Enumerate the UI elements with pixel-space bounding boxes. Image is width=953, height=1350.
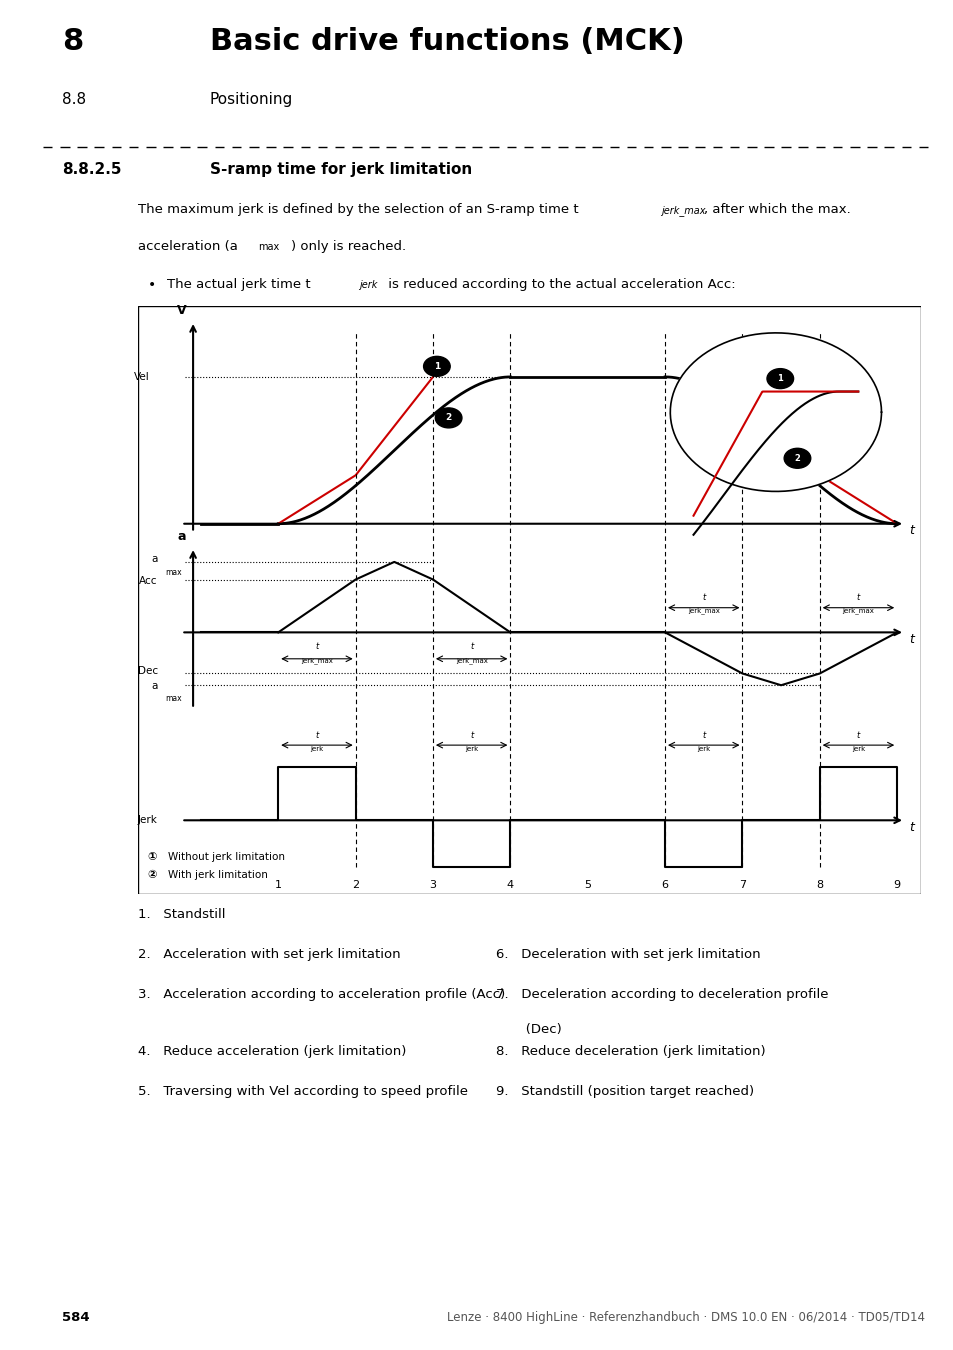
Circle shape [423, 356, 450, 377]
Text: t: t [908, 633, 913, 645]
Text: V: V [176, 304, 186, 317]
Text: 8.   Reduce deceleration (jerk limitation): 8. Reduce deceleration (jerk limitation) [496, 1045, 765, 1057]
Text: 1.   Standstill: 1. Standstill [138, 907, 226, 921]
Text: ①: ① [148, 852, 157, 863]
Text: Basic drive functions (MCK): Basic drive functions (MCK) [210, 27, 684, 55]
Text: a: a [152, 554, 158, 564]
Text: 9.   Standstill (position target reached): 9. Standstill (position target reached) [496, 1085, 754, 1098]
Text: jerk_max: jerk_max [660, 205, 705, 216]
Text: 6.   Deceleration with set jerk limitation: 6. Deceleration with set jerk limitation [496, 948, 760, 961]
Text: •: • [148, 278, 156, 292]
Text: t: t [470, 732, 473, 740]
Text: jerk: jerk [358, 281, 376, 290]
Text: jerk_max: jerk_max [301, 657, 333, 664]
Text: a: a [177, 531, 186, 543]
Text: 8.8.2.5: 8.8.2.5 [62, 162, 121, 177]
Text: t: t [701, 593, 704, 602]
Text: 9: 9 [893, 880, 900, 890]
Text: The maximum jerk is defined by the selection of an S-ramp time t: The maximum jerk is defined by the selec… [138, 202, 578, 216]
Text: The actual jerk time t: The actual jerk time t [167, 278, 311, 290]
Text: 7: 7 [738, 880, 745, 890]
Text: jerk: jerk [697, 747, 710, 752]
Circle shape [435, 408, 461, 428]
Text: t: t [470, 643, 473, 651]
Text: 4: 4 [506, 880, 514, 890]
Text: max: max [165, 568, 181, 576]
Text: 7.   Deceleration according to deceleration profile: 7. Deceleration according to deceleratio… [496, 988, 828, 1000]
Text: Vel: Vel [134, 371, 150, 382]
Text: jerk_max: jerk_max [841, 608, 874, 614]
Text: Acc: Acc [139, 576, 158, 586]
Circle shape [670, 333, 881, 491]
Text: , after which the max.: , after which the max. [703, 202, 850, 216]
Text: 6: 6 [660, 880, 668, 890]
Text: 5.   Traversing with Vel according to speed profile: 5. Traversing with Vel according to spee… [138, 1085, 468, 1098]
Text: 8: 8 [62, 27, 83, 55]
Text: t: t [856, 732, 860, 740]
Text: 8.8: 8.8 [62, 92, 86, 107]
Text: (Dec): (Dec) [496, 1023, 561, 1037]
Text: ②: ② [148, 869, 157, 880]
Text: Without jerk limitation: Without jerk limitation [168, 852, 285, 863]
Text: 4.   Reduce acceleration (jerk limitation): 4. Reduce acceleration (jerk limitation) [138, 1045, 406, 1057]
Text: jerk_max: jerk_max [456, 657, 487, 664]
Text: jerk: jerk [310, 747, 323, 752]
Text: With jerk limitation: With jerk limitation [168, 869, 268, 880]
Text: 1: 1 [434, 362, 439, 371]
Text: t: t [315, 643, 318, 651]
Circle shape [766, 369, 793, 389]
Text: is reduced according to the actual acceleration Acc:: is reduced according to the actual accel… [384, 278, 736, 290]
Circle shape [783, 448, 810, 468]
Text: t: t [856, 593, 860, 602]
Text: 1: 1 [274, 880, 281, 890]
Text: a: a [152, 682, 158, 691]
Text: t: t [908, 821, 913, 834]
Text: 584: 584 [62, 1311, 90, 1324]
Text: S-ramp time for jerk limitation: S-ramp time for jerk limitation [210, 162, 472, 177]
Text: t: t [315, 732, 318, 740]
Text: t: t [701, 732, 704, 740]
Text: t: t [908, 524, 913, 537]
Text: ) only is reached.: ) only is reached. [291, 240, 406, 254]
Text: 1: 1 [777, 374, 782, 383]
Text: jerk: jerk [464, 747, 477, 752]
Text: Dec: Dec [137, 666, 158, 675]
Text: Positioning: Positioning [210, 92, 293, 107]
Text: Jerk: Jerk [138, 815, 158, 825]
Text: 8: 8 [816, 880, 822, 890]
Text: 3: 3 [429, 880, 436, 890]
Text: 2: 2 [794, 454, 800, 463]
Text: 5: 5 [583, 880, 591, 890]
Text: 3.   Acceleration according to acceleration profile (Acc): 3. Acceleration according to acceleratio… [138, 988, 505, 1000]
Text: 2: 2 [445, 413, 452, 423]
Text: acceleration (a: acceleration (a [138, 240, 238, 254]
Text: 2.   Acceleration with set jerk limitation: 2. Acceleration with set jerk limitation [138, 948, 400, 961]
Text: jerk_max: jerk_max [687, 608, 719, 614]
Text: jerk: jerk [851, 747, 864, 752]
Text: max: max [258, 243, 279, 252]
Text: max: max [165, 694, 181, 703]
Text: 2: 2 [352, 880, 359, 890]
Text: Lenze · 8400 HighLine · Referenzhandbuch · DMS 10.0 EN · 06/2014 · TD05/TD14: Lenze · 8400 HighLine · Referenzhandbuch… [447, 1311, 924, 1324]
